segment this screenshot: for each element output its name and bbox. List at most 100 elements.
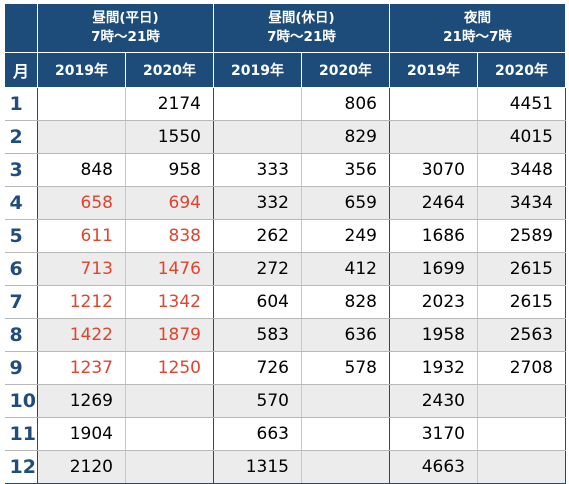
year-header: 2019年 [213, 52, 302, 88]
value-cell: 1342 [125, 285, 214, 319]
group-header-holiday-title: 昼間(休日) [268, 10, 335, 26]
data-table: 昼間(平日) 7時〜21時 昼間(休日) 7時〜21時 夜間 21時〜7時 月 … [4, 3, 566, 484]
year-header: 2019年 [389, 52, 478, 88]
table-body: 1 2174 806 4451 2 1550 829 4015 3 848 958 333 356 307… [4, 87, 566, 484]
value-cell: 249 [301, 219, 390, 253]
value-cell: 4015 [477, 120, 566, 154]
group-header-night-hours: 21時〜7時 [443, 29, 512, 45]
table-row: 10 1269 570 2430 [4, 384, 566, 418]
month-cell: 1 [4, 87, 38, 121]
value-cell: 583 [213, 318, 302, 352]
value-cell [477, 384, 566, 418]
value-cell [213, 87, 302, 121]
value-cell: 272 [213, 252, 302, 286]
table-row: 2 1550 829 4015 [4, 120, 566, 154]
table-row: 4 658 694 332 659 2464 3434 [4, 186, 566, 220]
value-cell [213, 120, 302, 154]
value-cell: 1904 [37, 417, 126, 451]
value-cell: 3170 [389, 417, 478, 451]
group-header-weekday-title: 昼間(平日) [92, 10, 159, 26]
value-cell: 663 [213, 417, 302, 451]
value-cell: 1476 [125, 252, 214, 286]
table-row: 6 713 1476 272 412 1699 2615 [4, 252, 566, 286]
value-cell: 578 [301, 351, 390, 385]
month-column-header: 月 [4, 52, 38, 88]
table-row: 9 1237 1250 726 578 1932 2708 [4, 351, 566, 385]
month-cell: 5 [4, 219, 38, 253]
value-cell [37, 120, 126, 154]
value-cell: 611 [37, 219, 126, 253]
month-cell: 10 [4, 384, 38, 418]
group-header-weekday: 昼間(平日) 7時〜21時 [37, 3, 214, 53]
value-cell: 262 [213, 219, 302, 253]
value-cell: 2120 [37, 450, 126, 484]
group-header-night-title: 夜間 [464, 10, 491, 26]
value-cell: 2615 [477, 285, 566, 319]
group-header-holiday-hours: 7時〜21時 [267, 29, 336, 45]
group-header-night: 夜間 21時〜7時 [389, 3, 566, 53]
value-cell [125, 450, 214, 484]
value-cell: 4451 [477, 87, 566, 121]
value-cell: 694 [125, 186, 214, 220]
table-row: 12 2120 1315 4663 [4, 450, 566, 484]
value-cell [301, 384, 390, 418]
value-cell [301, 450, 390, 484]
group-header-weekday-hours: 7時〜21時 [91, 29, 160, 45]
table-row: 5 611 838 262 249 1686 2589 [4, 219, 566, 253]
value-cell: 658 [37, 186, 126, 220]
value-cell: 2023 [389, 285, 478, 319]
value-cell: 848 [37, 153, 126, 187]
value-cell: 838 [125, 219, 214, 253]
value-cell: 659 [301, 186, 390, 220]
value-cell: 3448 [477, 153, 566, 187]
value-cell: 2589 [477, 219, 566, 253]
value-cell: 829 [301, 120, 390, 154]
value-cell: 1422 [37, 318, 126, 352]
month-cell: 7 [4, 285, 38, 319]
value-cell: 1932 [389, 351, 478, 385]
value-cell: 2464 [389, 186, 478, 220]
value-cell: 3434 [477, 186, 566, 220]
value-cell: 828 [301, 285, 390, 319]
month-cell: 9 [4, 351, 38, 385]
value-cell: 570 [213, 384, 302, 418]
value-cell [125, 384, 214, 418]
value-cell: 3070 [389, 153, 478, 187]
value-cell: 713 [37, 252, 126, 286]
value-cell: 1879 [125, 318, 214, 352]
value-cell: 1269 [37, 384, 126, 418]
value-cell [389, 120, 478, 154]
month-cell: 12 [4, 450, 38, 484]
year-header: 2020年 [125, 52, 214, 88]
value-cell: 356 [301, 153, 390, 187]
table-row: 8 1422 1879 583 636 1958 2563 [4, 318, 566, 352]
table-row: 1 2174 806 4451 [4, 87, 566, 121]
value-cell: 604 [213, 285, 302, 319]
month-cell: 6 [4, 252, 38, 286]
value-cell: 2615 [477, 252, 566, 286]
value-cell: 1958 [389, 318, 478, 352]
value-cell: 806 [301, 87, 390, 121]
month-cell: 3 [4, 153, 38, 187]
group-header-holiday: 昼間(休日) 7時〜21時 [213, 3, 390, 53]
value-cell [125, 417, 214, 451]
value-cell: 2174 [125, 87, 214, 121]
value-cell: 332 [213, 186, 302, 220]
table-row: 11 1904 663 3170 [4, 417, 566, 451]
value-cell: 4663 [389, 450, 478, 484]
year-header: 2020年 [301, 52, 390, 88]
value-cell: 2430 [389, 384, 478, 418]
value-cell [477, 417, 566, 451]
value-cell: 1686 [389, 219, 478, 253]
value-cell: 636 [301, 318, 390, 352]
corner-cell [4, 3, 38, 53]
value-cell: 2708 [477, 351, 566, 385]
month-cell: 8 [4, 318, 38, 352]
year-header: 2020年 [477, 52, 566, 88]
value-cell: 1315 [213, 450, 302, 484]
value-cell [301, 417, 390, 451]
table-row: 7 1212 1342 604 828 2023 2615 [4, 285, 566, 319]
year-header: 2019年 [37, 52, 126, 88]
month-cell: 11 [4, 417, 38, 451]
value-cell: 1550 [125, 120, 214, 154]
